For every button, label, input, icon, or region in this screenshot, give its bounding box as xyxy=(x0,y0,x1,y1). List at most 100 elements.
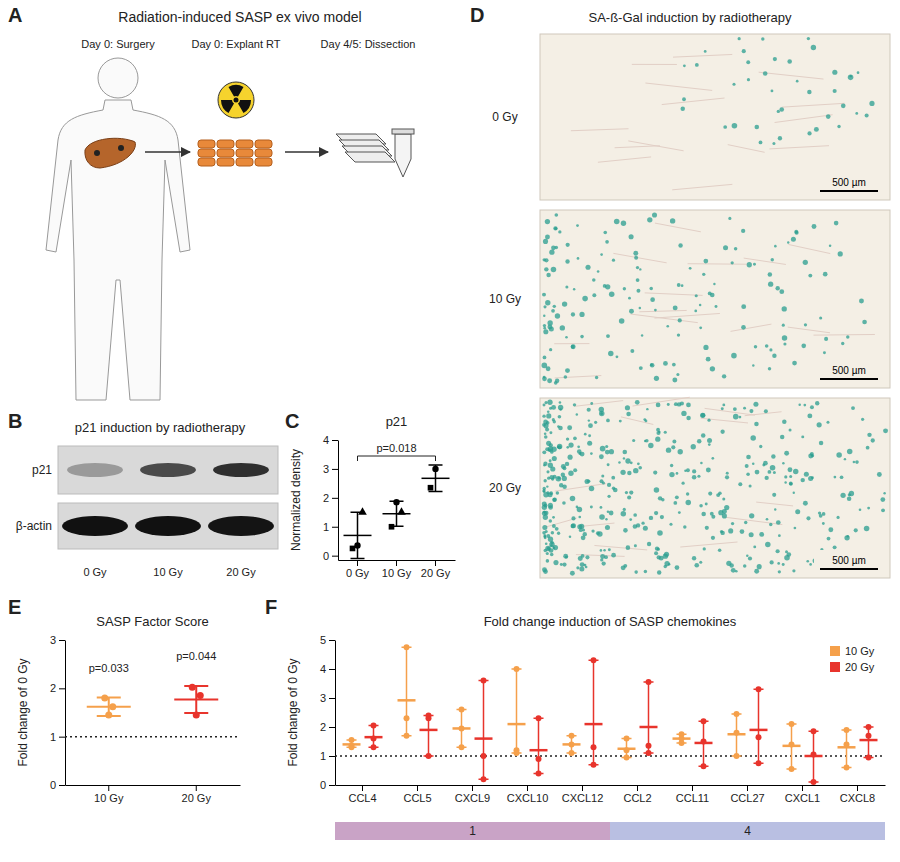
stain-spot xyxy=(557,444,562,449)
stain-spot xyxy=(708,443,711,446)
stain-spot xyxy=(565,368,570,373)
error-bar xyxy=(390,501,404,526)
stain-spot xyxy=(732,83,735,86)
stain-spot xyxy=(836,516,839,519)
stain-spot xyxy=(669,523,672,526)
stain-spot xyxy=(738,482,742,486)
explant xyxy=(217,140,234,148)
stain-spot xyxy=(612,487,615,490)
stain-spot xyxy=(877,472,882,477)
stain-spot xyxy=(728,528,733,533)
lane-label: 20 Gy xyxy=(226,566,256,578)
row-label: 20 Gy xyxy=(489,481,521,495)
stain-spot xyxy=(599,454,604,459)
stain-spot xyxy=(600,558,603,561)
stain-spot xyxy=(801,344,806,349)
stain-spot xyxy=(807,131,811,135)
stain-spot xyxy=(720,430,724,434)
stain-spot xyxy=(847,449,853,455)
stain-spot xyxy=(562,562,566,566)
stain-spot xyxy=(785,550,788,553)
stain-spot xyxy=(562,476,567,481)
stain-spot xyxy=(614,219,620,225)
x-tick: CCL5 xyxy=(403,785,431,804)
stain-spot xyxy=(576,413,578,415)
stain-spot xyxy=(659,556,664,561)
y-tick-label: 4 xyxy=(323,434,329,446)
stain-spot xyxy=(783,343,786,346)
stain-spot xyxy=(694,310,697,313)
stain-spot xyxy=(664,552,669,557)
stain-spot xyxy=(577,507,582,512)
stain-spot xyxy=(553,560,558,565)
stain-spot xyxy=(608,548,611,551)
stain-spot xyxy=(819,316,822,319)
stain-spot xyxy=(545,542,548,545)
stain-spot xyxy=(803,404,806,407)
stain-spot xyxy=(542,423,546,427)
stain-spot xyxy=(774,508,776,510)
stain-spot xyxy=(600,506,603,509)
x-tick-label: 0 Gy xyxy=(346,567,370,579)
explant xyxy=(198,158,215,166)
stain-spot xyxy=(702,273,705,276)
stain-spot xyxy=(768,272,773,277)
stain-spot xyxy=(787,59,792,64)
stain-spot xyxy=(883,428,888,433)
stain-spot xyxy=(560,325,565,330)
y-axis-title: Normalized density xyxy=(289,449,303,551)
stain-spot xyxy=(707,419,710,422)
error-bar xyxy=(512,669,522,753)
stain-spot xyxy=(655,547,659,551)
tissue-texture xyxy=(662,98,725,105)
stain-spot xyxy=(808,476,813,481)
stain-spot xyxy=(823,272,828,277)
stain-spot xyxy=(766,518,769,521)
stain-spot xyxy=(608,351,613,356)
panel-letter: F xyxy=(265,596,277,618)
stain-spot xyxy=(558,415,562,419)
stain-spot xyxy=(795,509,800,514)
stain-spot xyxy=(544,267,548,271)
group-bar xyxy=(335,822,610,840)
legend-label: 10 Gy xyxy=(845,645,875,657)
stain-spot xyxy=(864,526,870,532)
stain-spot xyxy=(592,278,596,282)
explant xyxy=(217,149,234,157)
stain-spot xyxy=(788,467,793,472)
stain-spot xyxy=(551,309,555,313)
stain-spot xyxy=(547,400,552,405)
stain-spot xyxy=(716,493,720,497)
stain-spot xyxy=(546,485,548,487)
stain-spot xyxy=(723,125,727,129)
figure: ARadiation-induced SASP ex vivo modelDay… xyxy=(0,0,900,862)
stain-spot xyxy=(748,556,752,560)
scale-bar-ground xyxy=(814,360,884,384)
stain-spot xyxy=(867,507,870,510)
tissue-texture xyxy=(613,253,666,262)
stain-spot xyxy=(549,443,553,447)
radiation-blade xyxy=(238,100,251,113)
band-label: p21 xyxy=(32,463,52,477)
stain-spot xyxy=(542,363,548,369)
y-tick-mark xyxy=(329,669,335,670)
micrograph xyxy=(540,210,890,388)
stain-spot xyxy=(587,441,592,446)
stain-spot xyxy=(706,467,711,472)
stain-spot xyxy=(731,568,736,573)
stain-spot xyxy=(623,287,626,290)
tissue-texture xyxy=(554,343,589,344)
error-bar xyxy=(534,718,544,773)
stain-spot xyxy=(678,511,681,514)
blot-band xyxy=(62,516,128,536)
stain-spot xyxy=(654,309,657,312)
panel-letter: D xyxy=(470,4,484,26)
stain-spot xyxy=(582,296,588,302)
stain-spot xyxy=(647,542,651,546)
blot-band xyxy=(208,516,274,536)
stain-spot xyxy=(807,37,810,40)
stain-spot xyxy=(773,471,776,474)
stain-spot xyxy=(578,516,581,519)
stain-spot xyxy=(628,297,631,300)
stain-spot xyxy=(703,259,708,264)
